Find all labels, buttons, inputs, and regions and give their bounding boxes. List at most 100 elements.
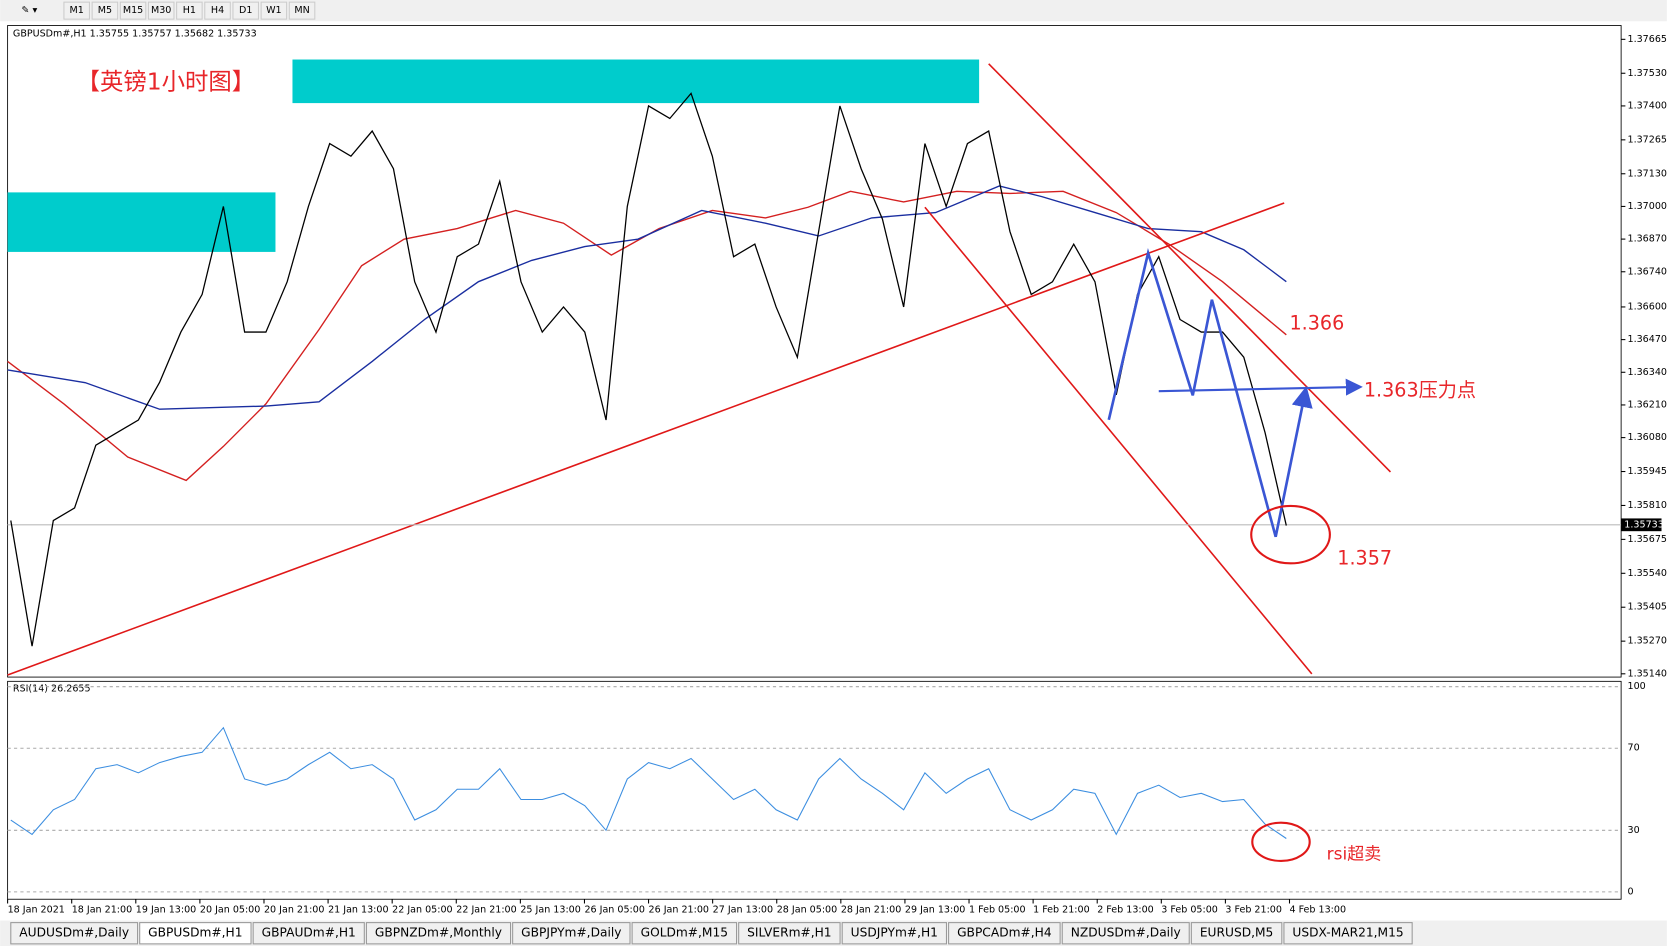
rsi-tick-label: 100 (1628, 681, 1646, 692)
current-price-label: 1.35733 (1624, 519, 1663, 530)
tab[interactable] (738, 922, 841, 945)
level-annotation: 1.357 (1337, 547, 1392, 570)
timeframe-label[interactable]: H4 (211, 5, 224, 16)
rsi-tick-label: 0 (1628, 886, 1634, 897)
timeframe-label[interactable]: M5 (98, 5, 112, 16)
timeframe-label[interactable]: M30 (151, 5, 171, 16)
ma-red (7, 190, 1287, 482)
tab-label[interactable]: USDJPYm#,H1 (851, 926, 938, 940)
rsi-annotation: rsi超卖 (1327, 845, 1382, 865)
timeframe-label[interactable]: M1 (70, 5, 84, 16)
tab[interactable] (365, 922, 512, 945)
channel-line (988, 63, 1392, 473)
x-tick-label: 28 Jan 21:00 (841, 904, 901, 915)
symbol-tabs: AUDUSDm#,Daily GBPUSDm#,H1 GBPAUDm#,H1 GBPN… (10, 922, 1413, 945)
ma-blue (7, 185, 1287, 410)
price-line (10, 92, 1287, 647)
tab[interactable] (631, 922, 738, 945)
tab[interactable] (1061, 922, 1190, 945)
y-tick-label: 1.35945 (1628, 466, 1667, 477)
timeframe-button[interactable] (147, 1, 175, 20)
projection-arrow (1107, 247, 1313, 538)
x-tick-label: 22 Jan 05:00 (392, 904, 452, 915)
x-tick-label: 26 Jan 21:00 (649, 904, 709, 915)
tab[interactable] (841, 922, 947, 945)
tool-icon[interactable]: ✎ ▾ (21, 5, 37, 16)
y-tick-label: 1.35810 (1628, 500, 1667, 511)
timeframe-label[interactable]: H1 (183, 5, 196, 16)
current-price-tag (1621, 518, 1662, 532)
tab-label[interactable]: GBPUSDm#,H1 (148, 926, 242, 940)
y-tick-label: 1.36870 (1628, 234, 1667, 245)
rsi-header: RSI(14) 26.2655 (13, 683, 91, 694)
rsi-panel (7, 680, 1622, 900)
y-tick-label: 1.37130 (1628, 168, 1667, 179)
tab[interactable] (10, 922, 139, 945)
y-tick-label: 1.36080 (1628, 432, 1667, 443)
timeframe-button[interactable] (63, 1, 90, 20)
rsi-tick-label: 70 (1628, 743, 1640, 754)
tab[interactable] (948, 922, 1061, 945)
x-tick-label: 1 Feb 21:00 (1033, 904, 1090, 915)
tab-label[interactable]: SILVERm#,H1 (747, 926, 831, 940)
tab-label[interactable]: GBPNZDm#,Monthly (375, 926, 502, 940)
timeframe-label[interactable]: D1 (239, 5, 252, 16)
timeframe-button[interactable] (260, 1, 288, 20)
y-tick-label: 1.36210 (1628, 399, 1667, 410)
tab-label[interactable]: NZDUSDm#,Daily (1071, 926, 1181, 940)
tab[interactable] (1190, 922, 1283, 945)
chart-annotation: 【英镑1小时图】 (77, 67, 256, 95)
toolbar (0, 0, 1667, 22)
tab-label[interactable]: EURUSD,M5 (1200, 926, 1273, 940)
timeframe-label[interactable]: M15 (123, 5, 143, 16)
y-tick-label: 1.36470 (1628, 334, 1667, 345)
tab[interactable] (1283, 922, 1413, 945)
tab-label[interactable]: USDX-MAR21,M15 (1292, 926, 1403, 940)
resistance-zone (7, 192, 276, 252)
rsi-line (10, 726, 1287, 839)
timeframe-button[interactable] (176, 1, 203, 20)
y-tick-label: 1.35270 (1628, 636, 1667, 647)
timeframe-button[interactable] (91, 1, 119, 20)
x-tick-label: 1 Feb 05:00 (969, 904, 1026, 915)
x-tick-label: 26 Jan 05:00 (584, 904, 644, 915)
y-tick-label: 1.37665 (1628, 34, 1667, 45)
y-tick-label: 1.37400 (1628, 100, 1667, 111)
y-tick-label: 1.36340 (1628, 367, 1667, 378)
timeframe-label[interactable]: W1 (266, 5, 282, 16)
y-tick-label: 1.35405 (1628, 602, 1667, 613)
x-tick-label: 3 Feb 21:00 (1225, 904, 1282, 915)
y-tick-label: 1.37000 (1628, 201, 1667, 212)
tab-label[interactable]: GBPJPYm#,Daily (521, 926, 621, 940)
y-tick-label: 1.36600 (1628, 301, 1667, 312)
timeframe-button[interactable] (119, 1, 147, 20)
x-tick-label: 29 Jan 13:00 (905, 904, 965, 915)
timeframe-button[interactable] (232, 1, 259, 20)
chart-header: GBPUSDm#,H1 1.35755 1.35757 1.35682 1.35… (13, 29, 257, 40)
level-annotation: 1.363压力点 (1364, 379, 1476, 402)
x-tick-label: 18 Jan 2021 (8, 904, 65, 915)
y-tick-label: 1.37265 (1628, 134, 1667, 145)
rsi-tick-label: 30 (1628, 825, 1640, 836)
highlight-circle (1250, 504, 1331, 565)
x-tick-label: 21 Jan 13:00 (328, 904, 388, 915)
x-tick-label: 2 Feb 13:00 (1097, 904, 1154, 915)
highlight-circle (1251, 821, 1311, 863)
tab-label[interactable]: AUDUSDm#,Daily (19, 926, 129, 940)
x-tick-label: 28 Jan 05:00 (777, 904, 837, 915)
resistance-arrow (1158, 378, 1363, 396)
y-tick-label: 1.35675 (1628, 534, 1667, 545)
timeframe-button[interactable] (204, 1, 231, 20)
tab-label[interactable]: GOLDm#,M15 (641, 926, 728, 940)
x-tick-label: 3 Feb 05:00 (1161, 904, 1218, 915)
tab[interactable] (252, 922, 365, 945)
x-tick-label: 20 Jan 05:00 (200, 904, 260, 915)
x-tick-label: 27 Jan 13:00 (713, 904, 773, 915)
timeframe-label[interactable]: MN (294, 5, 309, 16)
timeframe-button[interactable] (288, 1, 316, 20)
tab[interactable] (139, 922, 252, 945)
tab[interactable] (512, 922, 631, 945)
tab-label[interactable]: GBPAUDm#,H1 (262, 926, 356, 940)
x-tick-label: 4 Feb 13:00 (1289, 904, 1346, 915)
tab-label[interactable]: GBPCADm#,H4 (957, 926, 1052, 940)
